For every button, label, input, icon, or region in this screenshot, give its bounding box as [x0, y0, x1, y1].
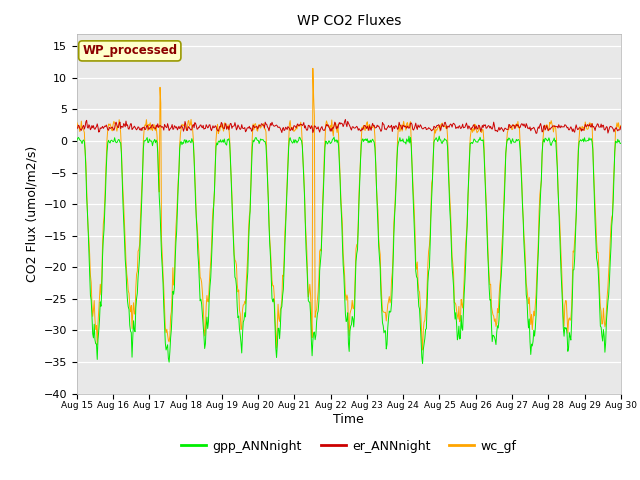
Text: WP_processed: WP_processed — [82, 44, 177, 58]
gpp_ANNnight — [435, 133, 443, 139]
gpp_ANNnight — [431, 136, 439, 142]
Y-axis label: CO2 Flux (umol/m2/s): CO2 Flux (umol/m2/s) — [25, 145, 38, 282]
wc_gf — [433, 127, 440, 132]
Line: er_ANNnight: er_ANNnight — [77, 120, 621, 133]
gpp_ANNnight — [139, 169, 147, 175]
gpp_ANNnight — [73, 138, 81, 144]
er_ANNnight — [342, 117, 349, 122]
gpp_ANNnight — [419, 360, 426, 366]
Line: gpp_ANNnight: gpp_ANNnight — [77, 136, 621, 363]
wc_gf — [419, 347, 426, 353]
gpp_ANNnight — [194, 251, 202, 256]
wc_gf — [194, 234, 202, 240]
er_ANNnight — [73, 126, 81, 132]
wc_gf — [309, 65, 317, 71]
wc_gf — [73, 120, 81, 125]
gpp_ANNnight — [83, 193, 90, 199]
gpp_ANNnight — [415, 303, 422, 309]
er_ANNnight — [139, 125, 147, 131]
wc_gf — [416, 289, 424, 295]
Title: WP CO2 Fluxes: WP CO2 Fluxes — [296, 14, 401, 28]
er_ANNnight — [617, 123, 625, 129]
wc_gf — [139, 168, 147, 174]
wc_gf — [617, 122, 625, 128]
er_ANNnight — [431, 125, 439, 131]
er_ANNnight — [532, 131, 540, 136]
gpp_ANNnight — [223, 142, 230, 148]
wc_gf — [83, 185, 90, 191]
er_ANNnight — [223, 126, 230, 132]
er_ANNnight — [416, 124, 424, 130]
gpp_ANNnight — [617, 141, 625, 146]
X-axis label: Time: Time — [333, 413, 364, 426]
er_ANNnight — [83, 118, 90, 123]
Line: wc_gf: wc_gf — [77, 68, 621, 350]
wc_gf — [223, 124, 230, 130]
er_ANNnight — [194, 126, 202, 132]
Legend: gpp_ANNnight, er_ANNnight, wc_gf: gpp_ANNnight, er_ANNnight, wc_gf — [176, 434, 522, 457]
